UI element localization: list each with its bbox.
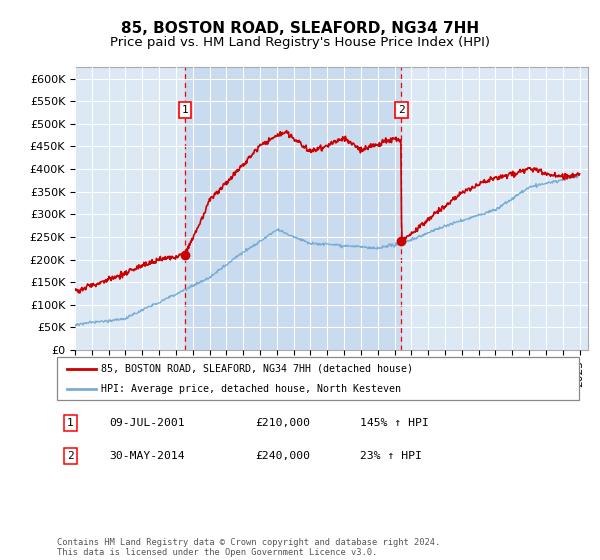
Text: 2: 2 [398,105,405,115]
FancyBboxPatch shape [57,357,579,400]
Text: 1: 1 [181,105,188,115]
Text: 145% ↑ HPI: 145% ↑ HPI [360,418,428,428]
Text: 23% ↑ HPI: 23% ↑ HPI [360,451,422,461]
Text: 2: 2 [67,451,73,461]
Text: 1: 1 [67,418,73,428]
Text: £240,000: £240,000 [256,451,310,461]
Text: 09-JUL-2001: 09-JUL-2001 [109,418,185,428]
Text: HPI: Average price, detached house, North Kesteven: HPI: Average price, detached house, Nort… [101,385,401,394]
Text: £210,000: £210,000 [256,418,310,428]
Text: 85, BOSTON ROAD, SLEAFORD, NG34 7HH: 85, BOSTON ROAD, SLEAFORD, NG34 7HH [121,21,479,36]
Text: Contains HM Land Registry data © Crown copyright and database right 2024.
This d: Contains HM Land Registry data © Crown c… [57,538,440,557]
Text: 30-MAY-2014: 30-MAY-2014 [109,451,185,461]
Text: 85, BOSTON ROAD, SLEAFORD, NG34 7HH (detached house): 85, BOSTON ROAD, SLEAFORD, NG34 7HH (det… [101,364,413,374]
Text: Price paid vs. HM Land Registry's House Price Index (HPI): Price paid vs. HM Land Registry's House … [110,36,490,49]
